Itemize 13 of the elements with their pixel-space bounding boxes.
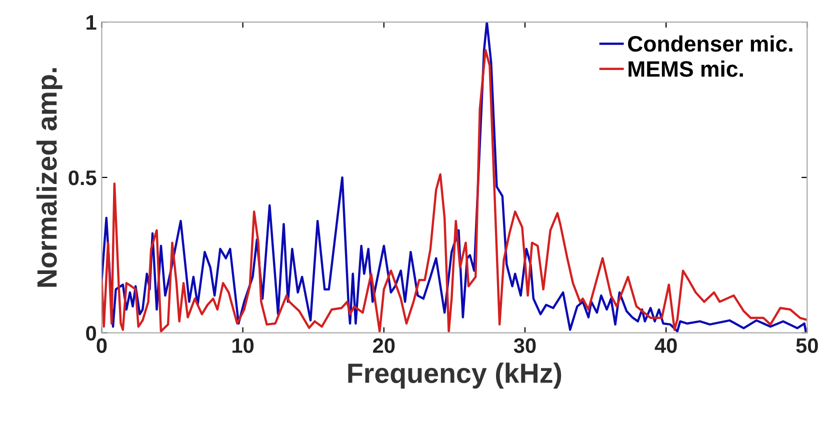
x-tick-label: 20 bbox=[373, 338, 395, 354]
y-tick-label: 0 bbox=[86, 326, 96, 341]
legend-label: MEMS mic. bbox=[628, 60, 743, 77]
legend-label: Condenser mic. bbox=[628, 35, 792, 52]
x-tick-label: 50 bbox=[796, 338, 818, 354]
x-tick-label: 30 bbox=[514, 338, 536, 354]
x-tick-label: 10 bbox=[232, 338, 254, 354]
x-axis-title: Frequency (kHz) bbox=[348, 362, 562, 389]
y-tick-label: 1 bbox=[86, 15, 96, 30]
y-axis-title: Normalized amp. bbox=[36, 68, 62, 287]
x-tick-label: 0 bbox=[96, 338, 107, 354]
y-tick-label: 0.5 bbox=[68, 170, 96, 186]
x-tick-label: 40 bbox=[654, 338, 677, 354]
